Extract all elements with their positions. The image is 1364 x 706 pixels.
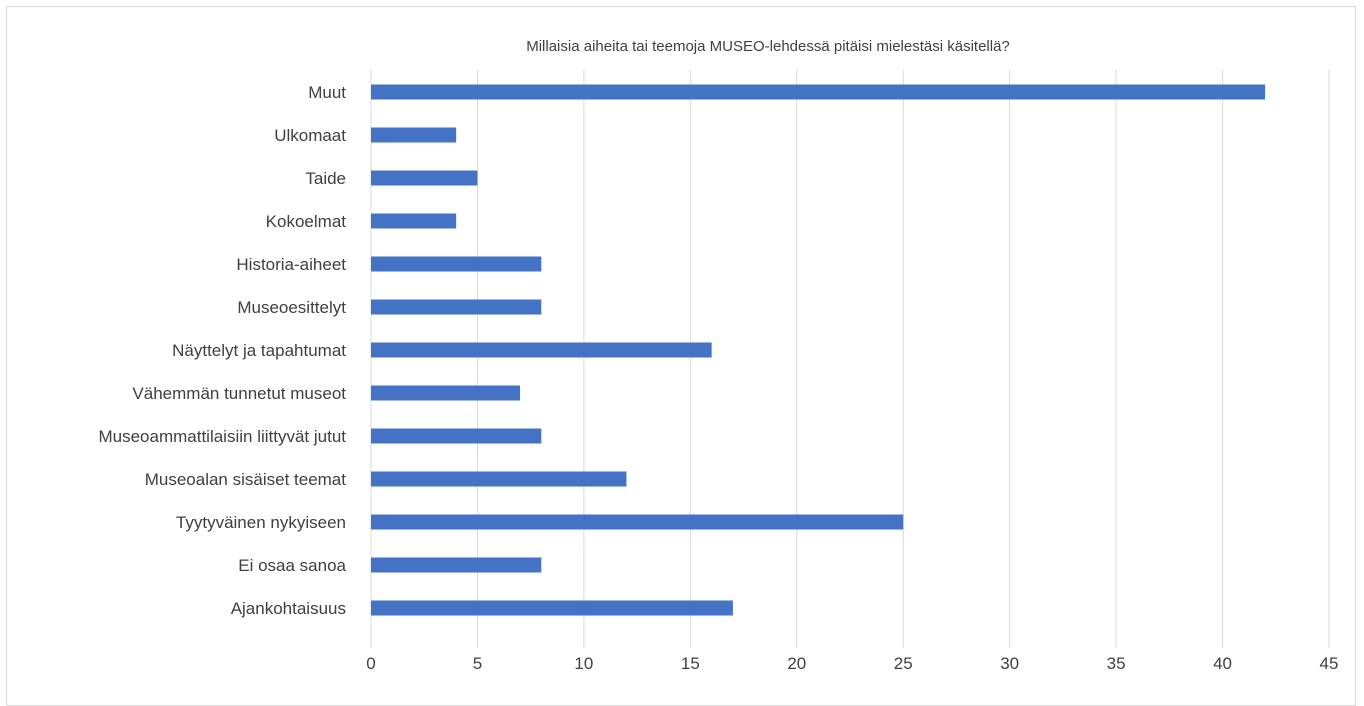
x-tick-label: 25: [894, 654, 913, 673]
x-tick-label: 45: [1320, 654, 1339, 673]
x-tick-label: 35: [1107, 654, 1126, 673]
x-tick-label: 0: [366, 654, 375, 673]
bar: [371, 471, 627, 487]
x-tick-label: 30: [1000, 654, 1019, 673]
bar: [371, 84, 1266, 100]
bar: [371, 385, 521, 401]
chart-title: Millaisia aiheita tai teemoja MUSEO-lehd…: [526, 38, 1010, 55]
category-label: Museoalan sisäiset teemat: [145, 470, 347, 489]
bar: [371, 557, 542, 573]
category-label: Vähemmän tunnetut museot: [132, 384, 346, 403]
x-tick-label: 5: [473, 654, 482, 673]
bar: [371, 213, 457, 229]
bar-chart: Millaisia aiheita tai teemoja MUSEO-lehd…: [98, 38, 1338, 673]
bar: [371, 600, 733, 616]
category-label: Ei osaa sanoa: [238, 556, 346, 575]
category-label: Ajankohtaisuus: [231, 599, 346, 618]
category-label: Kokoelmat: [266, 212, 347, 231]
bar: [371, 299, 542, 315]
category-label: Museoesittelyt: [237, 298, 346, 317]
category-label: Ulkomaat: [274, 126, 346, 145]
x-tick-label: 10: [574, 654, 593, 673]
grid-lines: [370, 70, 1330, 648]
bar: [371, 170, 478, 186]
category-label: Museoammattilaisiin liittyvät jutut: [98, 427, 346, 446]
x-tick-label: 20: [787, 654, 806, 673]
category-label: Historia-aiheet: [236, 255, 346, 274]
x-tick-label: 15: [681, 654, 700, 673]
category-label: Taide: [305, 169, 346, 188]
x-tick-label: 40: [1213, 654, 1232, 673]
bar: [371, 342, 712, 358]
bar: [371, 127, 457, 143]
bars: [371, 84, 1266, 616]
category-label: Näyttelyt ja tapahtumat: [172, 341, 346, 360]
tick-labels: 0 5 10 15 20 25 30 35 40 45: [366, 654, 1338, 673]
category-label: Muut: [308, 83, 346, 102]
bar: [371, 514, 904, 530]
category-labels: Muut Ulkomaat Taide Kokoelmat Historia-aihee…: [98, 83, 346, 618]
bar: [371, 428, 542, 444]
bar: [371, 256, 542, 272]
category-label: Tyytyväinen nykyiseen: [176, 513, 346, 532]
